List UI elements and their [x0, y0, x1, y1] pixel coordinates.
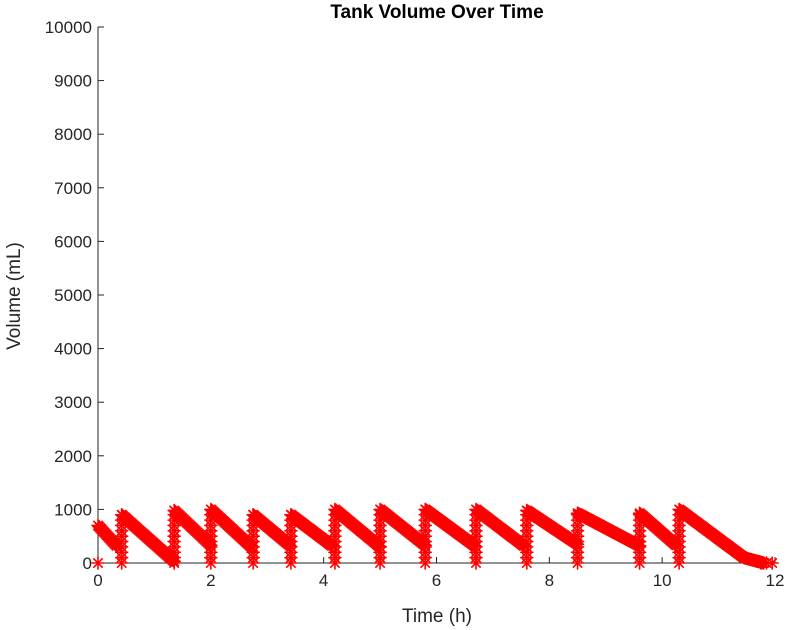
y-tick-label: 9000	[54, 72, 92, 91]
y-tick-label: 8000	[54, 125, 92, 144]
y-tick-label: 2000	[54, 447, 92, 466]
y-tick-label: 1000	[54, 500, 92, 519]
data-point	[328, 507, 342, 522]
data-point	[91, 556, 105, 570]
x-tick-label: 0	[93, 571, 102, 590]
y-tick-label: 6000	[54, 232, 92, 251]
x-tick-label: 10	[653, 571, 672, 590]
x-tick-label: 2	[206, 571, 215, 590]
y-tick-label: 7000	[54, 179, 92, 198]
y-axis: 0 1000 2000 3000 4000 5000 6000 7000 8000 9000 100…	[45, 18, 104, 573]
data-point	[114, 507, 129, 522]
data-point	[765, 556, 779, 570]
data-point	[373, 507, 387, 522]
data-point	[469, 507, 483, 522]
data-point	[204, 507, 218, 522]
x-tick-label: 8	[545, 571, 554, 590]
data-point	[519, 507, 534, 522]
y-tick-label: 5000	[54, 286, 92, 305]
data-point	[632, 507, 647, 522]
data-point	[570, 507, 585, 522]
chart-title: Tank Volume Over Time	[330, 2, 543, 23]
x-tick-label: 12	[766, 571, 785, 590]
data-point	[167, 507, 181, 522]
y-tick-label: 4000	[54, 340, 92, 359]
x-tick-label: 4	[319, 571, 328, 590]
data-point	[672, 507, 686, 522]
data-point	[246, 507, 260, 522]
data-point	[284, 507, 298, 522]
data-point	[418, 507, 433, 522]
y-tick-label: 0	[83, 554, 92, 573]
y-tick-label: 3000	[54, 393, 92, 412]
y-axis-label: Volume (mL)	[4, 242, 25, 350]
y-tick-label: 10000	[45, 18, 92, 37]
plot-marks	[91, 502, 779, 570]
x-axis-label: Time (h)	[402, 606, 472, 627]
x-tick-label: 6	[432, 571, 441, 590]
